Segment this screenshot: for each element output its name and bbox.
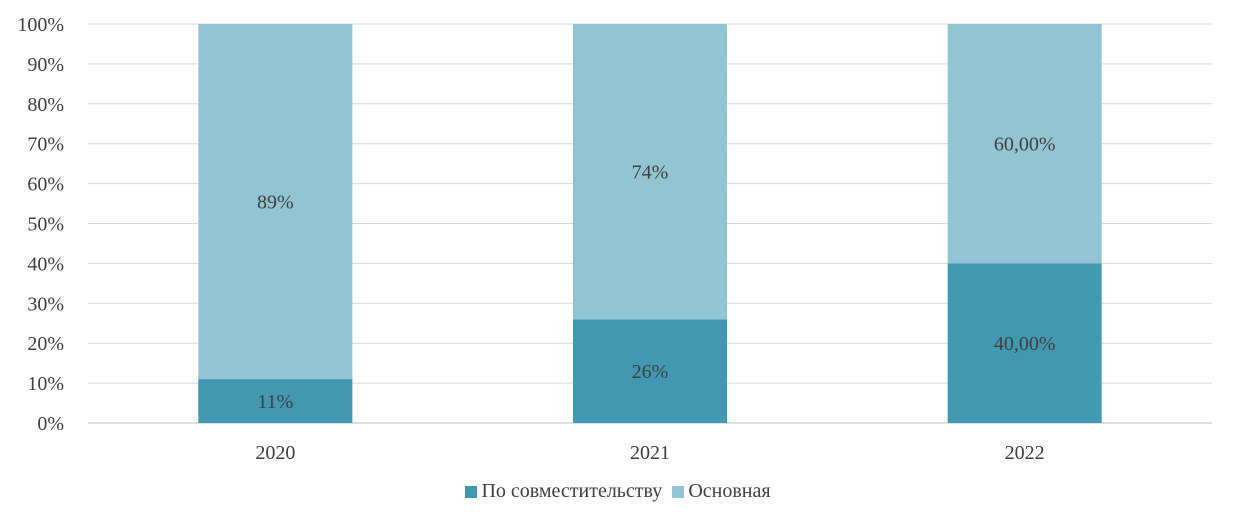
legend-label-main: Основная: [688, 480, 771, 502]
legend-item-part-time: По совместительству: [465, 480, 662, 503]
bar-segment: [573, 319, 727, 423]
bar-segment: [198, 24, 353, 380]
x-tick-label: 2021: [630, 442, 670, 464]
data-label: 40,00%: [994, 333, 1056, 355]
y-tick-label: 60%: [27, 174, 64, 196]
y-tick-label: 30%: [27, 293, 64, 315]
y-tick-label: 70%: [27, 134, 64, 156]
data-label: 26%: [632, 361, 669, 383]
y-tick-label: 50%: [27, 214, 64, 236]
legend-swatch-main: [672, 485, 685, 498]
legend-label-part-time: По совместительству: [481, 480, 663, 502]
legend: По совместительству Основная: [0, 480, 1236, 503]
legend-swatch-part-time: [465, 485, 478, 498]
data-label: 11%: [257, 391, 293, 413]
y-tick-label: 0%: [37, 413, 64, 435]
y-tick-label: 20%: [27, 333, 64, 355]
stacked-bar-chart: 0% 10% 20% 30% 40% 50% 60% 70% 80% 90% 100% 11% 89% 2…: [17, 14, 1212, 464]
data-label: 74%: [632, 162, 669, 184]
data-label: 60,00%: [994, 134, 1056, 156]
data-label: 89%: [257, 192, 294, 214]
x-tick-label: 2022: [1005, 442, 1045, 464]
y-tick-label: 80%: [27, 94, 64, 116]
y-tick-label: 40%: [27, 253, 64, 275]
y-tick-label: 10%: [27, 373, 64, 395]
bar-segment: [198, 379, 353, 423]
y-tick-label: 100%: [17, 14, 64, 36]
legend-item-main: Основная: [672, 480, 771, 503]
x-tick-label: 2020: [255, 442, 295, 464]
bar-segment: [947, 263, 1102, 423]
bar-segment: [573, 24, 727, 320]
y-tick-label: 90%: [27, 54, 64, 76]
bar-segment: [947, 24, 1102, 264]
